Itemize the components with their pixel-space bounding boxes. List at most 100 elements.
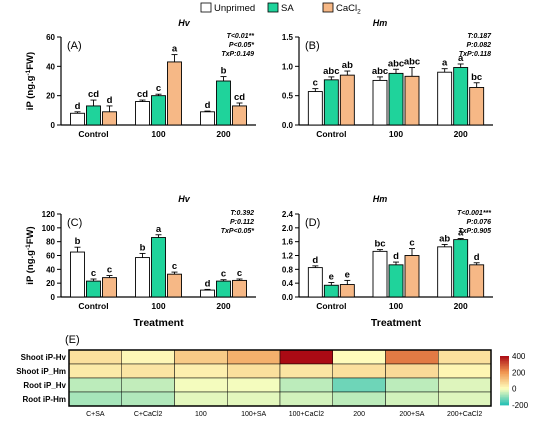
colorbar-segment bbox=[500, 365, 509, 368]
heatmap-col-label: 200+SA bbox=[399, 411, 424, 418]
heatmap-row-label: Root iP-Hm bbox=[22, 395, 66, 404]
bar-Unprimed-200 bbox=[437, 71, 453, 126]
stats-line: TxP<0.05* bbox=[221, 228, 255, 235]
heatmap-cell bbox=[68, 349, 122, 365]
x-tick-label: 100 bbox=[151, 129, 165, 139]
bar-CaCl2-200 bbox=[469, 264, 485, 298]
colorbar-segment bbox=[500, 390, 509, 393]
heatmap-cell bbox=[279, 349, 333, 365]
y-tick-label: 1.6 bbox=[282, 238, 294, 247]
significance-letter: d bbox=[393, 251, 399, 262]
stats-line: T:0.187 bbox=[467, 33, 492, 40]
significance-letter: a bbox=[442, 58, 448, 69]
colorbar-segment bbox=[500, 391, 509, 394]
legend-label-1: SA bbox=[281, 3, 294, 14]
legend: Unprimed SA CaCl2 bbox=[200, 2, 361, 16]
colorbar-segment bbox=[500, 395, 509, 398]
colorbar-segment bbox=[500, 382, 509, 385]
bar-SA-100 bbox=[151, 237, 166, 298]
legend-swatch-2 bbox=[322, 2, 334, 13]
stats-line: P:0.112 bbox=[230, 219, 254, 226]
heatmap-cell bbox=[121, 377, 175, 393]
colorbar-segment bbox=[500, 393, 509, 396]
bar-Unprimed-200 bbox=[200, 289, 215, 298]
significance-letter: e bbox=[329, 271, 334, 282]
heatmap-cell bbox=[438, 363, 492, 379]
significance-letter: d bbox=[107, 95, 113, 106]
x-tick-label: Control bbox=[316, 129, 346, 139]
bar-Unprimed-100 bbox=[135, 257, 150, 298]
bar-CaCl2-200 bbox=[232, 279, 247, 298]
bar-SA-Control bbox=[323, 79, 339, 126]
heatmap-cell bbox=[332, 349, 386, 365]
colorbar-segment bbox=[500, 360, 509, 363]
y-tick-label: 1.5 bbox=[282, 33, 294, 42]
y-tick-label: 60 bbox=[46, 252, 55, 261]
significance-letter: d bbox=[205, 278, 211, 289]
y-tick-label: 60 bbox=[46, 33, 55, 42]
bar-CaCl2-Control bbox=[339, 284, 355, 298]
heatmap-cell bbox=[227, 391, 281, 407]
bar-CaCl2-100 bbox=[404, 75, 420, 126]
heatmap-col-label: 200+CaCl2 bbox=[447, 411, 482, 418]
significance-letter: d bbox=[474, 252, 480, 263]
significance-letter: e bbox=[345, 269, 350, 280]
heatmap-col-label: 100+SA bbox=[241, 411, 266, 418]
significance-letter: c bbox=[313, 78, 318, 89]
x-tick-label: 200 bbox=[216, 129, 230, 139]
heatmap-cell bbox=[174, 349, 228, 365]
bar-Unprimed-Control bbox=[70, 112, 85, 126]
x-tick-label: 100 bbox=[389, 301, 403, 311]
x-tick-label: 100 bbox=[151, 301, 165, 311]
panel-title: Hv bbox=[178, 194, 190, 204]
colorbar-segment bbox=[500, 396, 509, 399]
colorbar-segment bbox=[500, 378, 509, 381]
significance-letter: d bbox=[205, 100, 211, 111]
x-tick-label: Control bbox=[78, 129, 108, 139]
significance-letter: bc bbox=[374, 239, 385, 250]
bar-Unprimed-200 bbox=[200, 111, 215, 126]
significance-letter: c bbox=[409, 238, 414, 249]
y-tick-label: 40 bbox=[46, 265, 55, 274]
significance-letter: c bbox=[91, 268, 96, 279]
stats-line: T<0.001*** bbox=[457, 210, 491, 217]
heatmap-cell bbox=[385, 391, 439, 407]
x-tick-label: 200 bbox=[216, 301, 230, 311]
stats-line: TxP:0.118 bbox=[459, 51, 491, 58]
colorbar-segment bbox=[500, 403, 509, 406]
significance-letter: abc bbox=[372, 66, 388, 77]
y-tick-label: 20 bbox=[46, 92, 55, 101]
colorbar-segment bbox=[500, 388, 509, 391]
bar-CaCl2-200 bbox=[469, 87, 485, 126]
heatmap-cell bbox=[438, 391, 492, 407]
bar-CaCl2-100 bbox=[167, 273, 182, 298]
bar-CaCl2-200 bbox=[232, 105, 247, 126]
stats-line: TxP:0.905 bbox=[458, 228, 491, 235]
heatmap-row-label: Root iP_Hv bbox=[23, 381, 66, 390]
heatmap-cell bbox=[279, 377, 333, 393]
heatmap-row-label: Shoot iP_Hm bbox=[16, 367, 66, 376]
y-tick-label: 1.0 bbox=[282, 62, 294, 71]
y-tick-label: 1.2 bbox=[282, 252, 294, 261]
colorbar-segment bbox=[500, 377, 509, 380]
stats-line: TxP:0.149 bbox=[221, 51, 254, 58]
bar-SA-200 bbox=[216, 80, 231, 126]
heatmap-col-label: 200 bbox=[353, 411, 365, 418]
significance-letter: c bbox=[107, 265, 112, 276]
panel-label: (C) bbox=[67, 217, 82, 229]
bar-SA-Control bbox=[323, 284, 339, 298]
y-tick-label: 0 bbox=[51, 121, 56, 130]
bar-SA-200 bbox=[453, 67, 469, 126]
heatmap-cell bbox=[279, 363, 333, 379]
significance-letter: abc bbox=[388, 58, 404, 69]
heatmap-row-label: Shoot iP-Hv bbox=[21, 353, 67, 362]
colorbar-segment bbox=[500, 367, 509, 370]
colorbar-segment bbox=[500, 398, 509, 401]
colorbar-segment bbox=[500, 370, 509, 373]
legend-label-2: CaCl2 bbox=[336, 3, 361, 16]
bar-Unprimed-100 bbox=[135, 101, 150, 126]
bar-panels: 0204060Controldcdd100cdca200dbcd(A)HvT<0… bbox=[25, 18, 493, 329]
heatmap-cell bbox=[385, 377, 439, 393]
bar-CaCl2-100 bbox=[404, 255, 420, 298]
